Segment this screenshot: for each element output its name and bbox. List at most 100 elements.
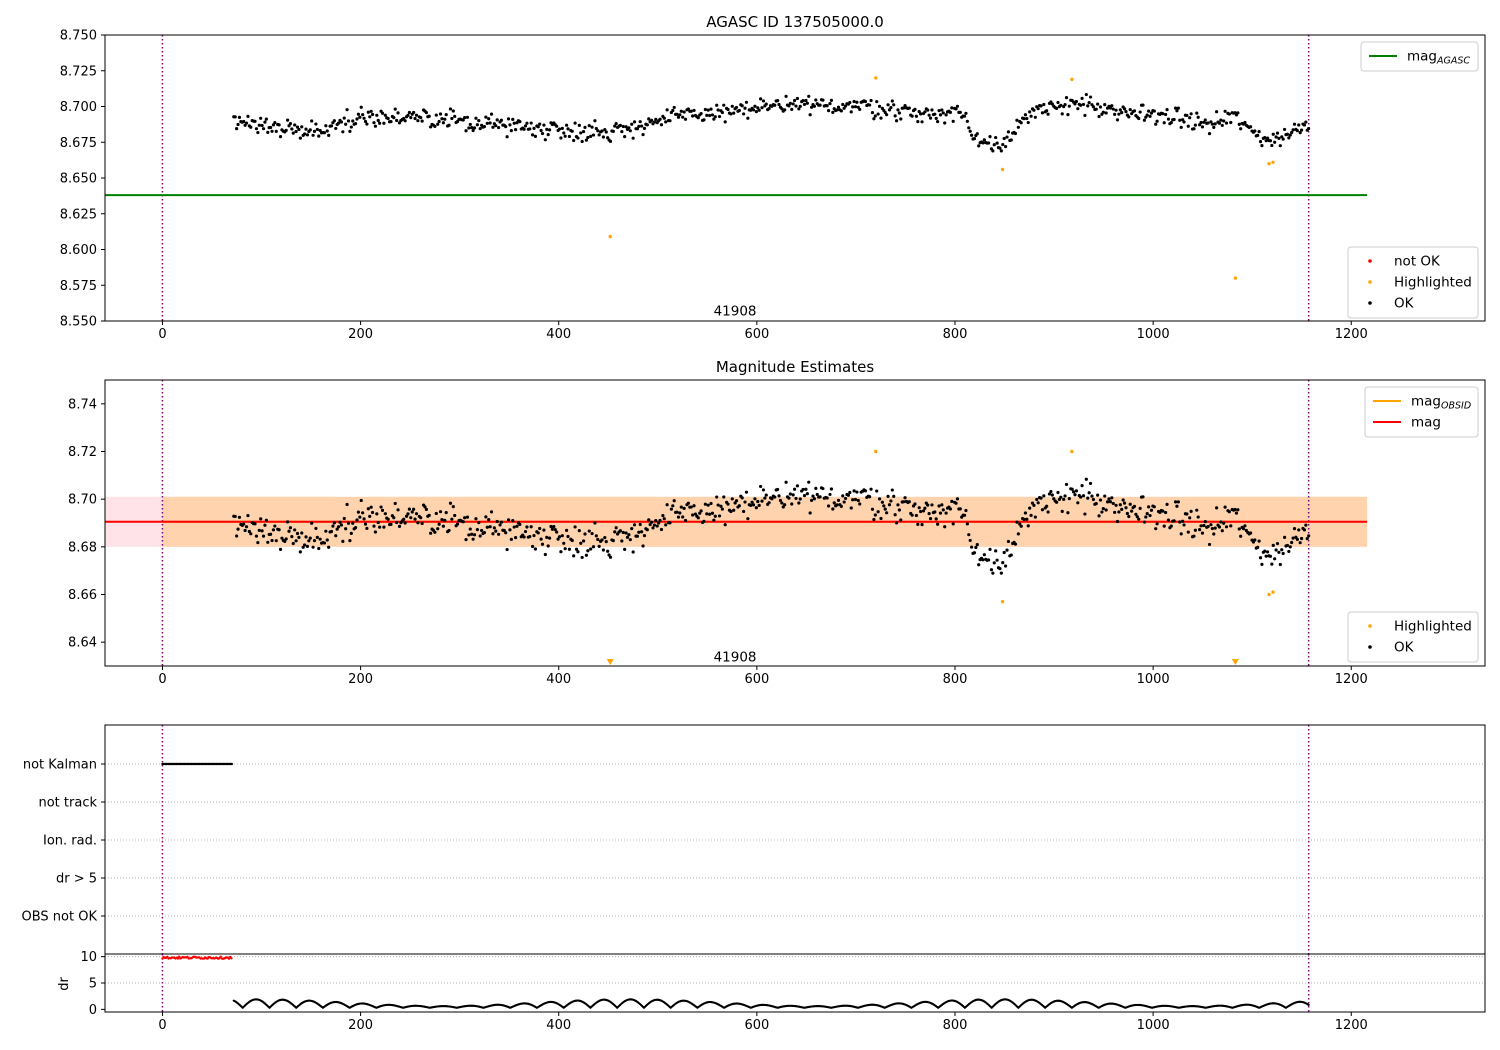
y-tick-label: 8.70 [68,493,97,508]
ok-point [920,523,924,527]
x-tick-label: 200 [348,1018,373,1033]
ok-point [1176,500,1180,504]
ok-point [848,490,852,495]
ok-point [271,528,276,532]
ok-point [938,113,943,117]
ok-point [788,101,792,105]
ok-point [1195,508,1199,512]
ok-point [331,524,335,528]
ok-point [936,522,940,526]
ok-point [1086,104,1090,108]
ok-point [436,122,440,126]
ok-point [586,549,590,553]
ok-point [641,132,645,137]
ok-point [814,486,818,490]
ok-point [424,507,428,511]
ok-point [1166,117,1171,121]
ok-point [472,533,477,537]
ok-point [283,539,287,543]
x-tick-label: 600 [744,1018,769,1033]
ok-point [596,537,600,542]
ok-point [933,112,937,116]
ok-point [889,105,893,110]
ok-point [756,106,760,110]
y-tick-label: 8.66 [68,588,97,603]
ok-point [1178,118,1182,122]
ok-point [355,117,359,121]
ok-point [682,110,686,114]
ok-point [550,527,555,531]
ok-point [1076,501,1080,505]
ok-point [832,501,836,505]
legend-subscript: AGASC [1436,56,1470,67]
ok-point [518,522,522,526]
flag-category-label: dr > 5 [56,872,97,887]
ok-point [1307,126,1311,131]
ok-point [916,119,920,124]
ok-point [873,513,877,517]
ok-point [1302,123,1307,127]
ok-point [376,118,380,123]
ok-point [256,540,260,545]
ok-point [614,526,618,530]
ok-point [264,117,268,121]
ok-point [764,493,768,497]
ok-point [982,138,986,142]
ok-point [375,113,379,117]
ok-point [1169,524,1173,528]
ok-point [557,535,562,539]
ok-point [784,94,788,98]
ok-point [1222,119,1226,123]
ok-point [720,507,724,511]
ok-point [1154,122,1158,126]
x-tick-label: 800 [943,672,968,687]
ok-point [920,120,924,124]
ok-point [954,501,958,505]
ok-point [284,537,288,541]
ok-point [851,105,855,109]
plot-frame [104,379,1486,667]
ok-point [936,119,940,124]
ok-point [897,508,901,512]
ok-point [494,529,498,533]
ok-point [897,111,901,115]
ok-point [438,112,443,116]
ok-point [1219,118,1223,122]
ok-point [1189,509,1193,513]
ok-point [577,123,581,127]
ok-point [1013,542,1018,546]
ok-point [662,517,666,521]
ok-point [1299,536,1304,541]
ok-point [1179,532,1183,536]
ok-point [981,141,985,145]
ok-point [1209,523,1213,527]
ok-point [1212,532,1216,536]
ok-point [597,133,601,137]
ok-point [451,109,455,113]
panel-flags-plot-area [104,724,1486,955]
ok-point [649,118,654,122]
ok-point [910,114,914,118]
ok-point [302,543,307,547]
ok-point [468,122,472,127]
ok-point [1176,106,1180,110]
ok-point [676,115,681,119]
ok-point [1263,136,1267,140]
ok-point [841,494,845,498]
ok-point [1268,554,1273,558]
y-tick-label: 8.725 [60,64,97,79]
y-tick-label: 8.74 [68,397,97,412]
ok-point [1079,103,1083,107]
ok-point [344,122,348,126]
ok-point [1006,130,1011,134]
ok-point [317,546,321,551]
ok-point [600,538,604,542]
ok-point [315,535,319,539]
y-tick-label: 8.600 [60,243,97,258]
ok-point [1059,103,1063,107]
ok-point [1161,112,1165,116]
ok-point [794,496,798,501]
ok-point [1199,120,1203,125]
ok-point [1076,107,1080,111]
ok-point [528,127,532,131]
